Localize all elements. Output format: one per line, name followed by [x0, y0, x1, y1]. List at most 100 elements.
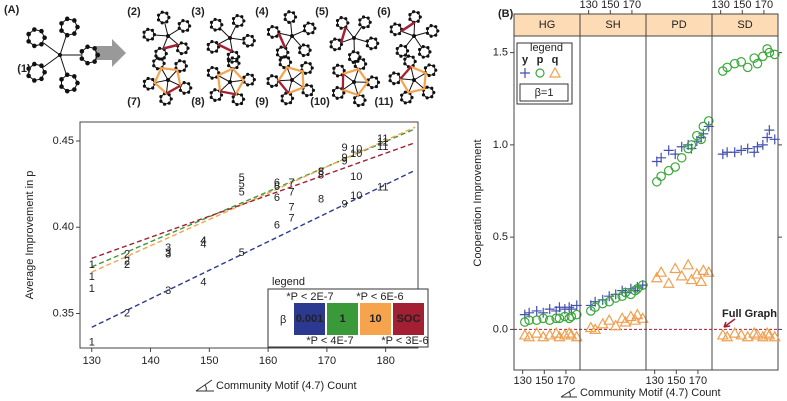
graph-node — [421, 44, 425, 49]
graph-node — [209, 20, 214, 24]
graph-edge-rewired — [165, 84, 181, 95]
graph-node — [432, 72, 436, 77]
graph-node — [159, 99, 163, 103]
y-tick-label: 1.0 — [493, 139, 508, 151]
graph-node — [342, 91, 346, 95]
point-marker: 5 — [239, 179, 245, 191]
point-triangle — [589, 323, 602, 335]
graph-edge — [219, 81, 231, 92]
graph-node — [32, 61, 37, 67]
graph-node — [306, 52, 310, 57]
graph-node — [167, 93, 171, 97]
graph-node — [374, 84, 379, 89]
graph-node — [181, 19, 185, 23]
graph-node — [167, 15, 171, 20]
graph-node — [64, 72, 70, 78]
graph-node — [75, 24, 80, 30]
graph-node — [182, 68, 186, 72]
point-circle — [597, 298, 608, 309]
graph-edge — [353, 26, 363, 39]
graph-node — [423, 66, 428, 70]
graph-node — [396, 80, 401, 85]
graph-node — [152, 33, 157, 37]
point-marker: 11 — [377, 181, 388, 193]
graph-edge — [164, 22, 169, 37]
graph-node — [231, 99, 235, 104]
graph-node — [331, 93, 336, 97]
graph-node — [241, 97, 246, 101]
graph-node — [361, 102, 365, 107]
graph-node — [331, 88, 336, 93]
point-triangle — [650, 271, 663, 283]
graph-node — [59, 77, 64, 82]
graph-node — [178, 88, 182, 92]
graph-node — [246, 83, 250, 87]
graph-edge — [413, 72, 426, 81]
graph-node — [340, 64, 344, 68]
graph-node — [26, 31, 31, 37]
x-axis-label: Community Motif (4.7) Count — [216, 380, 357, 392]
graph-node — [246, 44, 250, 48]
x-tick-label: 150 — [535, 375, 553, 387]
legend-label: p — [537, 54, 544, 66]
point-triangle — [619, 315, 632, 327]
graph-node — [209, 25, 214, 29]
graph-edge — [400, 78, 415, 81]
graph-node — [64, 88, 70, 94]
point-triangle — [609, 319, 622, 331]
graph-node — [389, 30, 393, 34]
x-tick-label: 150 — [601, 0, 619, 11]
graph-node — [240, 23, 244, 27]
graph-edge — [229, 81, 237, 95]
graph-node — [418, 47, 422, 52]
graph-node — [250, 73, 254, 77]
point-marker: 3 — [165, 242, 171, 254]
graph-edge — [345, 26, 355, 39]
graph-edge — [291, 35, 302, 47]
graph-edge-rewired — [277, 80, 290, 94]
graph-edge — [405, 35, 415, 47]
graph-node — [365, 39, 369, 43]
panel-title: SD — [737, 19, 752, 31]
graph-label: (7) — [127, 96, 141, 108]
graph-node — [235, 14, 239, 18]
graph-node — [416, 11, 420, 15]
point-triangle — [565, 328, 578, 340]
graph-node — [413, 59, 417, 64]
graph-edge — [413, 22, 416, 37]
graph-node — [218, 27, 222, 31]
panel-title: HG — [539, 19, 556, 31]
point-plus — [742, 143, 753, 154]
graph-node — [167, 101, 171, 105]
x-tick-label: 130 — [513, 375, 531, 387]
graph-node — [308, 70, 312, 74]
panel-title: PD — [671, 19, 686, 31]
graph-edge — [413, 31, 428, 37]
graph-node — [42, 35, 47, 41]
graph-node — [275, 34, 279, 38]
graph-label: (10) — [310, 96, 330, 108]
legend-note: β=1 — [535, 87, 554, 99]
x-tick-label: 160 — [259, 355, 277, 367]
graph-node — [311, 88, 316, 92]
graph-node — [152, 64, 156, 68]
point-circle — [769, 49, 780, 60]
point-circle — [752, 58, 763, 69]
graph-edge — [286, 67, 293, 81]
arrow — [95, 39, 126, 67]
graph-node — [79, 49, 85, 54]
graph-node — [227, 64, 231, 68]
graph-node — [219, 93, 224, 97]
graph-node — [85, 44, 90, 50]
graph-node — [335, 96, 339, 100]
graph-node — [72, 74, 77, 79]
graph-node — [370, 75, 374, 79]
graph-node — [39, 28, 44, 34]
point-circle — [560, 311, 570, 322]
graph-node — [176, 49, 180, 53]
graph-node — [235, 24, 239, 28]
graph-node — [348, 53, 352, 57]
graph-node — [427, 63, 431, 67]
point-circle — [524, 315, 534, 325]
